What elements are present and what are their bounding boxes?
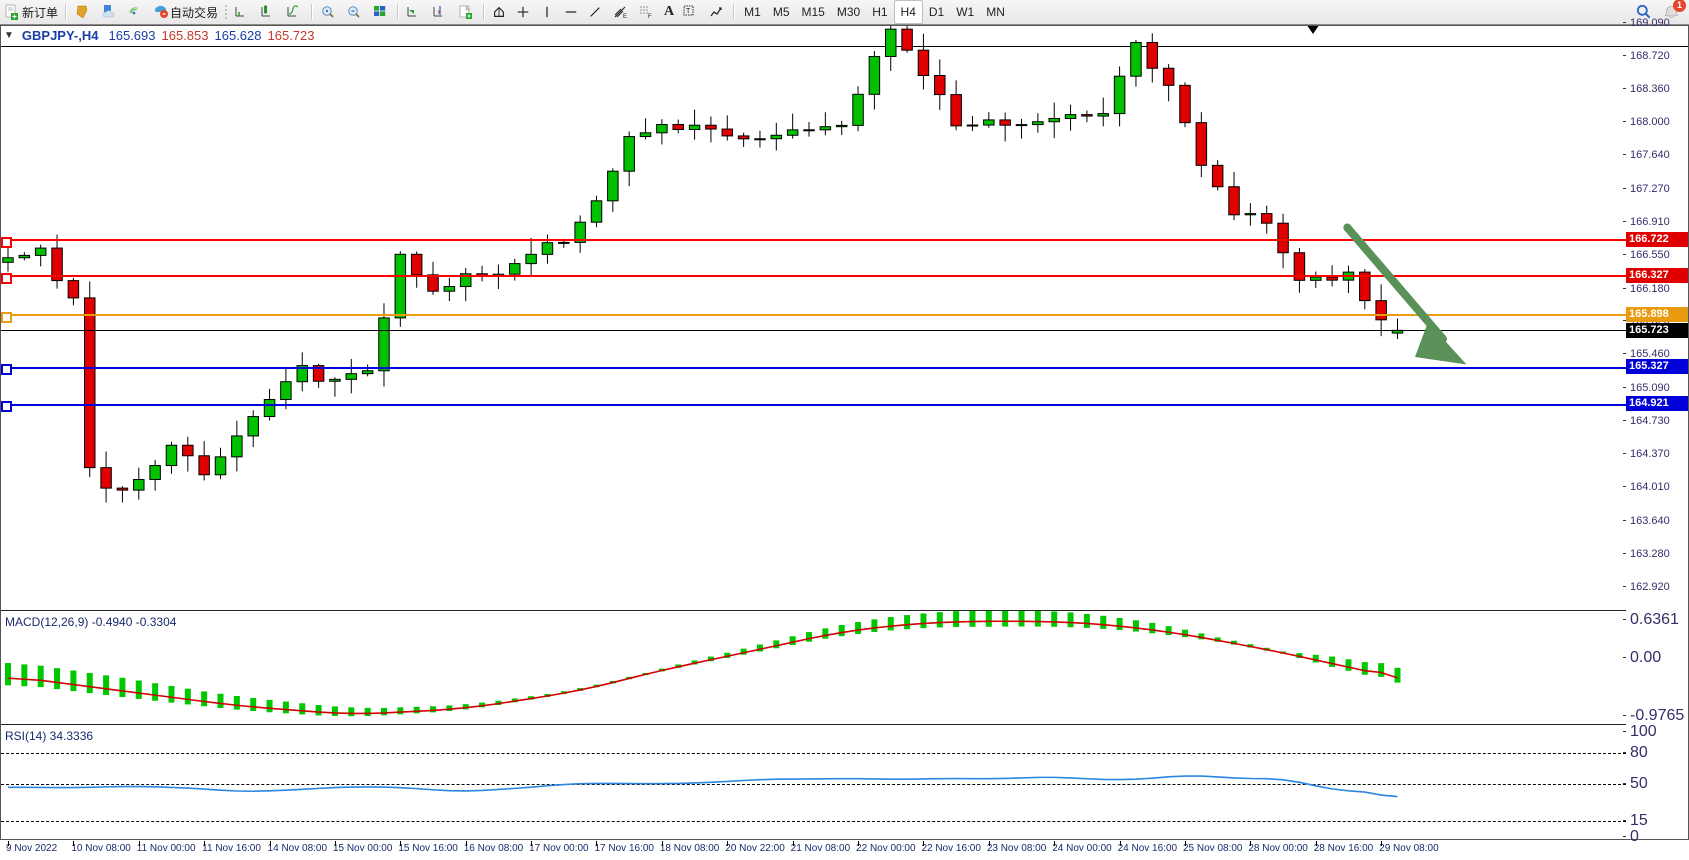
svg-text:T: T (686, 8, 691, 15)
svg-text:F: F (648, 14, 652, 20)
svg-text:E: E (623, 14, 627, 20)
